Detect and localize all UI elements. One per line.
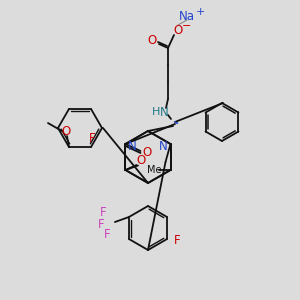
Text: F: F xyxy=(100,206,106,218)
Text: O: O xyxy=(147,34,157,46)
Text: Me: Me xyxy=(147,165,162,175)
Text: +: + xyxy=(195,7,205,17)
Text: F: F xyxy=(98,218,104,230)
Text: O: O xyxy=(143,146,152,158)
Text: N: N xyxy=(159,140,168,152)
Text: H: H xyxy=(152,107,160,117)
Text: O: O xyxy=(173,23,183,37)
Text: O: O xyxy=(61,124,70,138)
Text: Na: Na xyxy=(179,10,195,22)
Text: O: O xyxy=(137,154,146,167)
Text: N: N xyxy=(128,140,137,152)
Text: F: F xyxy=(89,132,95,145)
Text: N: N xyxy=(160,106,168,118)
Text: −: − xyxy=(182,21,192,31)
Text: F: F xyxy=(103,229,110,242)
Text: F: F xyxy=(174,235,180,248)
